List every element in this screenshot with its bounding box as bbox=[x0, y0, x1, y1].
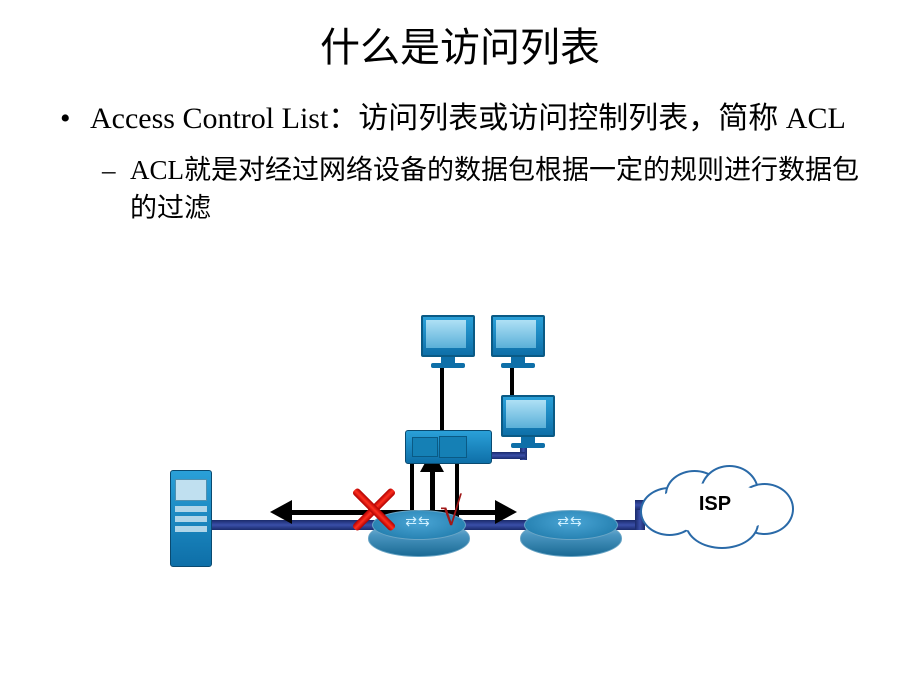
permit-check-icon: √ bbox=[440, 488, 462, 535]
network-diagram: ⇄⇆ ⇄⇆ ISP √ bbox=[0, 310, 920, 620]
server-icon bbox=[170, 470, 212, 567]
pc1-icon bbox=[420, 315, 475, 370]
bullet-level-1: Access Control List：访问列表或访问控制列表，简称 ACL bbox=[90, 98, 860, 140]
filter-axis-v bbox=[430, 468, 435, 513]
deny-x-icon bbox=[348, 488, 398, 538]
arrow-right-icon bbox=[495, 500, 517, 524]
router2-icon: ⇄⇆ bbox=[520, 510, 620, 558]
bullet-level-2: ACL就是对经过网络设备的数据包根据一定的规则进行数据包的过滤 bbox=[130, 152, 860, 228]
pc3-icon bbox=[500, 395, 555, 450]
cloud-isp: ISP bbox=[640, 465, 790, 550]
arrow-left-icon bbox=[270, 500, 292, 524]
slide-title: 什么是访问列表 bbox=[0, 0, 920, 73]
pc2-icon bbox=[490, 315, 545, 370]
cloud-label: ISP bbox=[640, 493, 790, 516]
switch-icon bbox=[405, 430, 492, 464]
